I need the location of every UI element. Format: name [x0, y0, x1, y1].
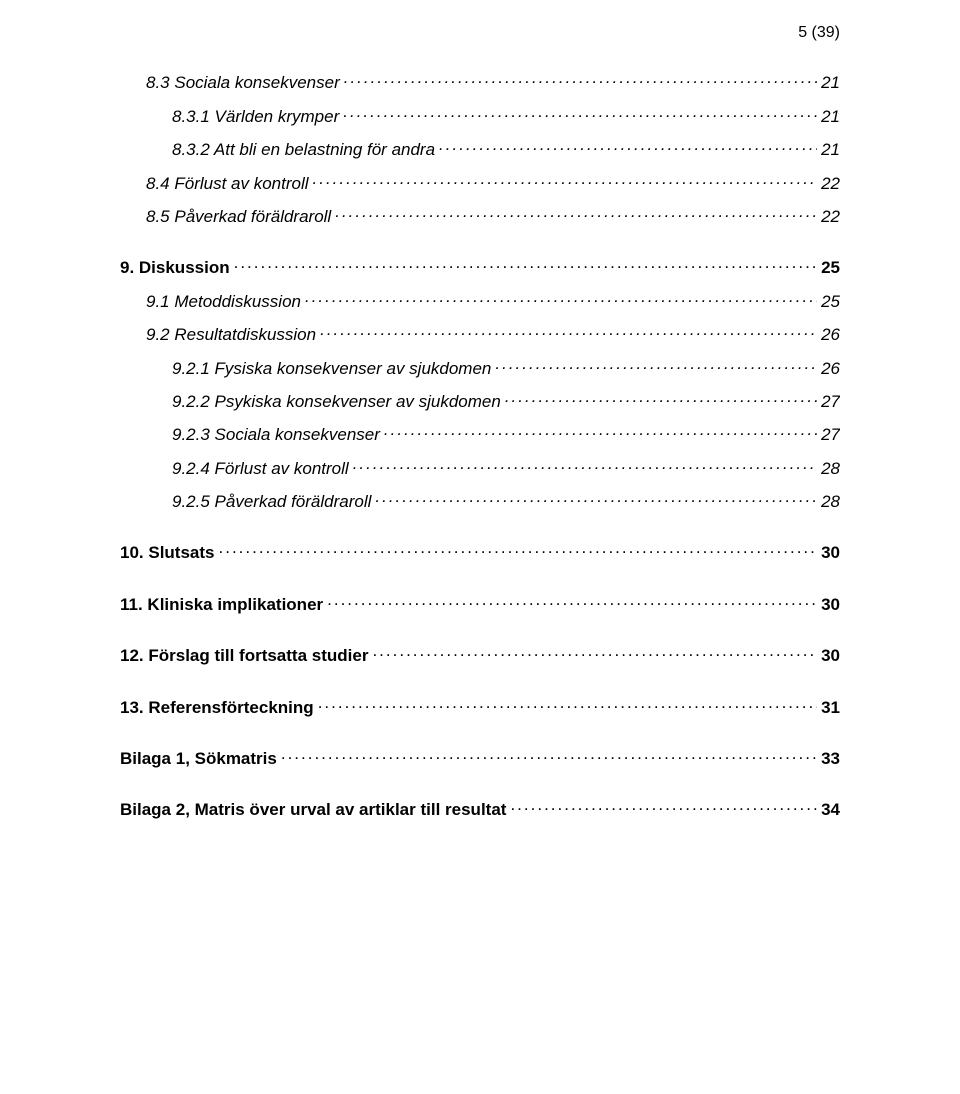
toc-entry-label: 8.3 Sociala konsekvenser — [146, 73, 340, 93]
toc-entry: 9.2 Resultatdiskussion 26 — [146, 320, 840, 345]
document-page: 5 (39) 8.3 Sociala konsekvenser218.3.1 V… — [0, 0, 960, 1094]
toc-entry: 11. Kliniska implikationer 30 — [120, 589, 840, 614]
toc-entry: 9.2.5 Påverkad föräldraroll 28 — [172, 487, 840, 512]
toc-entry-page: 21 — [821, 107, 840, 127]
toc-entry-label: 8.5 Påverkad föräldraroll — [146, 207, 331, 227]
toc-entry-page: 21 — [821, 140, 840, 160]
toc-entry: 8.3.1 Världen krymper 21 — [172, 101, 840, 126]
toc-leader-dots — [439, 135, 817, 155]
toc-entry-label: 12. Förslag till fortsatta studier — [120, 646, 368, 666]
toc-leader-dots — [305, 286, 817, 306]
toc-leader-dots — [281, 744, 817, 764]
toc-entry-page: 28 — [821, 459, 840, 479]
toc-entry: 9.2.3 Sociala konsekvenser 27 — [172, 420, 840, 445]
toc-entry-label: 13. Referensförteckning — [120, 698, 314, 718]
toc-entry-page: 30 — [821, 646, 840, 666]
toc-entry-page: 30 — [821, 543, 840, 563]
toc-entry: 9. Diskussion 25 — [120, 253, 840, 278]
toc-entry-label: 9.2.1 Fysiska konsekvenser av sjukdomen — [172, 359, 491, 379]
toc-entry-label: 9.2.3 Sociala konsekvenser — [172, 425, 380, 445]
toc-entry-label: 10. Slutsats — [120, 543, 215, 563]
toc-entry: 9.2.4 Förlust av kontroll 28 — [172, 453, 840, 478]
toc-entry-page: 33 — [821, 749, 840, 769]
toc-leader-dots — [495, 353, 817, 373]
page-number: 5 (39) — [798, 24, 840, 42]
toc-entry-label: 9.1 Metoddiskussion — [146, 292, 301, 312]
toc-entry: 9.2.2 Psykiska konsekvenser av sjukdomen… — [172, 387, 840, 412]
toc-entry-label: 8.4 Förlust av kontroll — [146, 174, 309, 194]
toc-entry-page: 22 — [821, 207, 840, 227]
toc-leader-dots — [234, 253, 817, 273]
toc-leader-dots — [318, 692, 817, 712]
toc-leader-dots — [219, 538, 818, 558]
toc-entry-page: 34 — [821, 800, 840, 820]
toc-entry: 8.3 Sociala konsekvenser 21 — [146, 68, 840, 93]
toc-leader-dots — [510, 795, 817, 815]
toc-entry-page: 30 — [821, 595, 840, 615]
toc-entry-page: 25 — [821, 292, 840, 312]
toc-entry-label: 8.3.1 Världen krymper — [172, 107, 339, 127]
toc-entry: 9.1 Metoddiskussion 25 — [146, 286, 840, 311]
toc-leader-dots — [327, 589, 817, 609]
toc-entry-page: 21 — [821, 73, 840, 93]
toc-entry-page: 25 — [821, 258, 840, 278]
toc-entry-page: 27 — [821, 425, 840, 445]
toc-leader-dots — [313, 168, 818, 188]
toc-leader-dots — [343, 101, 817, 121]
toc-entry-label: 9.2.2 Psykiska konsekvenser av sjukdomen — [172, 392, 501, 412]
toc-entry-label: Bilaga 1, Sökmatris — [120, 749, 277, 769]
toc-leader-dots — [353, 453, 817, 473]
toc-entry: 9.2.1 Fysiska konsekvenser av sjukdomen 2… — [172, 353, 840, 378]
toc-entry-label: 11. Kliniska implikationer — [120, 595, 323, 615]
toc-leader-dots — [372, 641, 817, 661]
toc-entry-label: 8.3.2 Att bli en belastning för andra — [172, 140, 435, 160]
toc-leader-dots — [375, 487, 817, 507]
toc-entry-label: 9.2.5 Påverkad föräldraroll — [172, 492, 371, 512]
toc-entry: 8.3.2 Att bli en belastning för andra 21 — [172, 135, 840, 160]
toc-entry-page: 26 — [821, 325, 840, 345]
toc-entry-page: 22 — [821, 174, 840, 194]
toc-entry: 10. Slutsats 30 — [120, 538, 840, 563]
toc-entry-page: 27 — [821, 392, 840, 412]
toc-entry-page: 31 — [821, 698, 840, 718]
toc-leader-dots — [320, 320, 817, 340]
toc-entry: Bilaga 1, Sökmatris 33 — [120, 744, 840, 769]
toc-entry: 8.4 Förlust av kontroll 22 — [146, 168, 840, 193]
toc-entry: 8.5 Påverkad föräldraroll 22 — [146, 202, 840, 227]
toc-entry-page: 28 — [821, 492, 840, 512]
toc-entry-label: 9. Diskussion — [120, 258, 230, 278]
toc-leader-dots — [384, 420, 817, 440]
toc-entry-label: 9.2 Resultatdiskussion — [146, 325, 316, 345]
toc-entry: 12. Förslag till fortsatta studier 30 — [120, 641, 840, 666]
table-of-contents: 8.3 Sociala konsekvenser218.3.1 Världen … — [120, 68, 840, 820]
toc-leader-dots — [505, 387, 817, 407]
toc-entry-label: 9.2.4 Förlust av kontroll — [172, 459, 349, 479]
toc-entry-page: 26 — [821, 359, 840, 379]
toc-leader-dots — [335, 202, 817, 222]
toc-entry-label: Bilaga 2, Matris över urval av artiklar … — [120, 800, 506, 820]
toc-entry: 13. Referensförteckning 31 — [120, 692, 840, 717]
toc-entry: Bilaga 2, Matris över urval av artiklar … — [120, 795, 840, 820]
toc-leader-dots — [344, 68, 817, 88]
